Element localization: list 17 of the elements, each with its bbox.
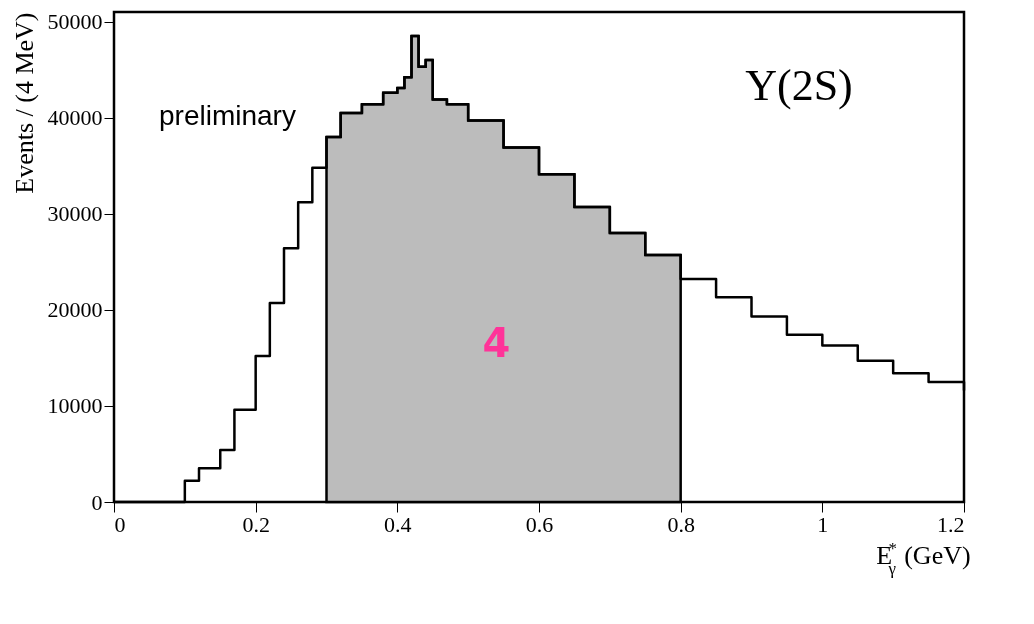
- x-tick-label: 1.2: [937, 511, 965, 537]
- x-tick-label: 0.6: [525, 511, 554, 537]
- y-axis-title: Events / (4 MeV): [9, 12, 39, 194]
- x-tick-label: 0.2: [242, 511, 270, 537]
- y-tick-label: 40000: [47, 105, 103, 131]
- annotation: preliminary: [159, 100, 296, 131]
- annotation: Υ(2S): [745, 61, 853, 110]
- annotation: 4: [482, 320, 511, 367]
- x-tick-label: 0.4: [384, 511, 412, 537]
- y-tick-label: 30000: [47, 201, 103, 227]
- y-tick-label: 0: [91, 489, 103, 515]
- y-tick-label: 10000: [47, 393, 103, 419]
- x-tick-label: 1: [817, 511, 829, 537]
- y-tick-label: 20000: [47, 297, 103, 323]
- x-tick-label: 0: [114, 511, 126, 537]
- x-tick-label: 0.8: [667, 511, 695, 537]
- y-tick-label: 50000: [47, 9, 103, 35]
